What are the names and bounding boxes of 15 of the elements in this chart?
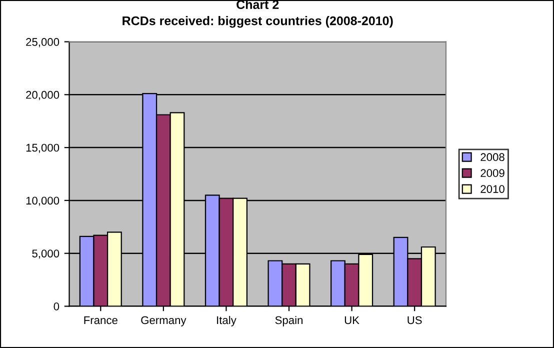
legend-label: 2008 [480, 153, 504, 162]
y-tick-label: 10,000 [26, 196, 60, 206]
x-tick-label: US [408, 316, 422, 324]
x-tick-label: France [84, 316, 118, 324]
legend-label: 2009 [480, 169, 504, 178]
y-tick-label: 5,000 [32, 250, 60, 259]
y-tick-label: 15,000 [26, 144, 60, 153]
x-tick-label: Germany [141, 316, 186, 326]
y-tick-label: 25,000 [26, 38, 60, 48]
x-tick-label: UK [344, 316, 360, 324]
y-tick-label: 0 [54, 302, 60, 310]
x-tick-label: Italy [217, 316, 236, 326]
legend-label: 2010 [480, 185, 504, 193]
y-tick-label: 20,000 [26, 90, 60, 100]
x-tick-label: Spain [275, 316, 302, 326]
